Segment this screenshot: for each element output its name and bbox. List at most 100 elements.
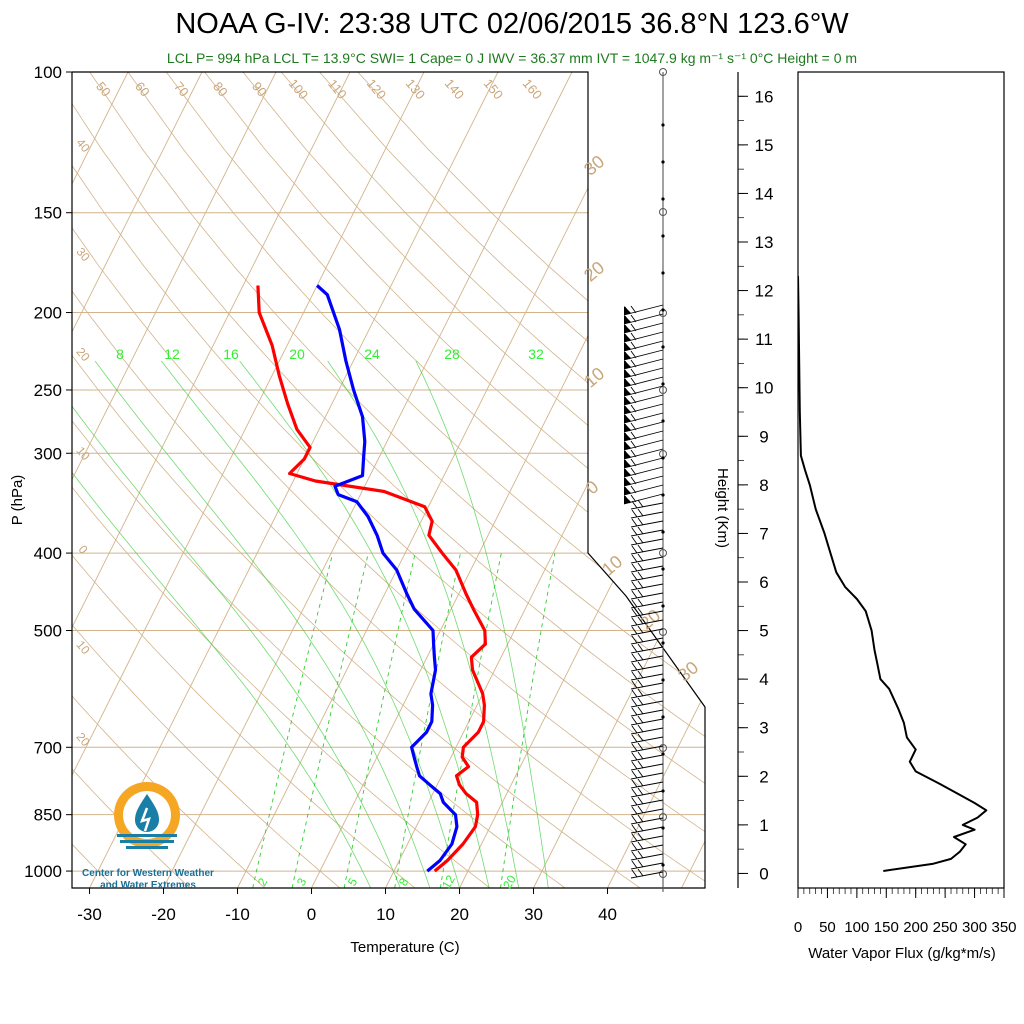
mixing-ratio-label: 8 <box>396 875 412 888</box>
wind-barb-feather <box>630 341 637 350</box>
height-tick-label: 10 <box>755 379 774 398</box>
wind-barb-staff <box>630 574 664 582</box>
wind-barb-feather <box>637 823 644 832</box>
wind-barb-feather <box>624 414 631 423</box>
isotherm <box>72 72 277 888</box>
level-dot <box>661 382 665 386</box>
height-tick-label: 14 <box>755 184 774 203</box>
wind-barb-feather <box>637 670 644 679</box>
wind-barb-feather <box>630 368 637 377</box>
wind-barb-feather <box>630 467 637 476</box>
wind-barb-staff <box>623 385 664 397</box>
wind-barb-feather <box>630 350 637 359</box>
wind-barb-staff <box>630 790 664 798</box>
wind-barb-staff <box>630 682 664 690</box>
wind-barb-feather <box>637 580 644 589</box>
wind-barb-feather <box>631 617 638 626</box>
wind-barb-feather <box>637 688 644 697</box>
dewpoint-profile <box>316 284 459 873</box>
wind-barb-feather <box>631 779 638 788</box>
height-axis-label: Height (Km) <box>714 468 731 548</box>
wind-barb-feather <box>631 680 638 689</box>
dry-adiabat <box>72 72 705 888</box>
wind-barb-feather <box>637 751 644 760</box>
isotherm-label: 100 <box>286 76 311 102</box>
wind-barb-staff <box>630 862 664 870</box>
isotherm <box>72 72 351 888</box>
wind-barb-staff <box>630 817 664 825</box>
level-dot <box>661 678 665 682</box>
wind-barb-feather <box>637 868 644 877</box>
logo-line-1: Center for Western Weather <box>82 868 214 879</box>
wind-barb-feather <box>630 458 637 467</box>
isotherm-label: 80 <box>210 79 231 100</box>
wind-barb-staff <box>630 763 664 771</box>
wind-barb-feather <box>631 599 638 608</box>
wind-barb-feather <box>630 305 637 314</box>
wind-barb-feather <box>637 517 644 526</box>
mixing-ratio-label: 3 <box>294 875 310 888</box>
isotherm-label: 0 <box>76 542 91 556</box>
mixing-ratio-line <box>252 552 334 888</box>
wind-barb-feather <box>624 378 631 387</box>
wind-barb-feather <box>631 590 638 599</box>
height-tick-label: 16 <box>755 87 774 106</box>
mixing-ratio-label: 5 <box>345 875 361 888</box>
moist-adiabat <box>415 360 549 888</box>
temperature-profile <box>256 285 487 873</box>
height-tick-label: 0 <box>759 864 768 883</box>
temperature-tick-label: 40 <box>598 905 617 924</box>
wind-barb-feather <box>630 377 637 386</box>
wind-barb-feather <box>631 635 638 644</box>
wind-barb-feather <box>631 572 638 581</box>
temperature-tick-label: 10 <box>376 905 395 924</box>
wind-barb-staff <box>623 349 664 361</box>
wind-barb-feather <box>624 477 631 486</box>
wind-barb-feather <box>637 769 644 778</box>
wind-barb-staff <box>623 475 664 487</box>
level-dot <box>661 123 665 127</box>
moist-adiabat <box>161 360 460 888</box>
wind-barb-feather <box>624 351 631 360</box>
mixing-ratio-label: 12 <box>439 872 458 891</box>
wind-barb-staff <box>623 367 664 379</box>
wind-barb-staff <box>630 547 664 555</box>
moist-adiabat-label: 16 <box>223 346 239 362</box>
isotherm <box>459 72 705 888</box>
wind-barb-staff <box>630 646 664 654</box>
wind-barb-staff <box>630 718 664 726</box>
wind-barb-feather <box>630 413 637 422</box>
wind-barb-feather <box>624 405 631 414</box>
pressure-tick-label: 500 <box>34 622 62 641</box>
isotherm-label: 40 <box>73 136 93 155</box>
wind-barb-feather <box>637 724 644 733</box>
height-tick-label: 5 <box>759 622 768 641</box>
wind-barb-staff <box>630 511 664 519</box>
mixing-ratio-line <box>500 553 556 888</box>
height-tick-label: 12 <box>755 282 774 301</box>
isotherm-label: 10 <box>73 638 93 657</box>
wind-barb-feather <box>630 314 637 323</box>
wind-barb-staff <box>623 331 664 343</box>
wind-barb-feather <box>637 787 644 796</box>
dry-adiabat-label: 0 <box>582 477 603 499</box>
wind-barb-feather <box>630 422 637 431</box>
level-marker <box>659 744 667 752</box>
wind-barb-feather <box>637 859 644 868</box>
flux-tick-label: 300 <box>962 919 987 936</box>
logo-bolt <box>139 807 151 832</box>
wind-barb-feather <box>637 841 644 850</box>
wind-barb-feather <box>631 518 638 527</box>
wind-barb-feather <box>624 486 631 495</box>
wind-barb-staff <box>623 457 664 469</box>
wind-barb-staff <box>630 700 664 708</box>
isotherm-label: 20 <box>73 730 93 749</box>
level-dot <box>661 715 665 719</box>
wind-barb-staff <box>630 502 664 510</box>
flux-tick-label: 0 <box>794 919 802 936</box>
wind-barb-feather <box>624 459 631 468</box>
isotherm-label: 160 <box>520 76 545 102</box>
isotherm <box>607 72 705 888</box>
level-marker <box>659 628 667 636</box>
wind-barb-staff <box>630 826 664 834</box>
